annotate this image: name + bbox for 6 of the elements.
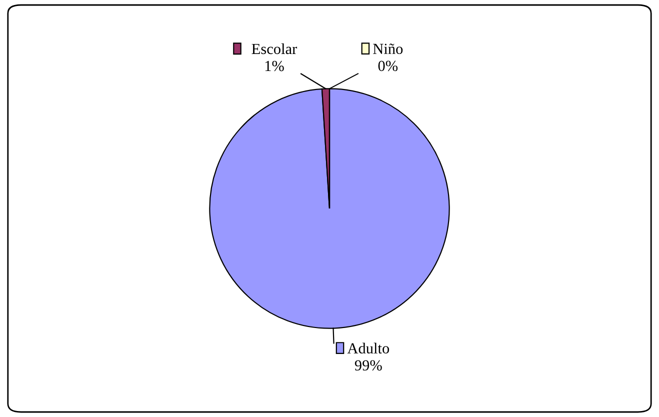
- legend-label: Niño: [373, 44, 403, 54]
- legend-label: Adulto: [347, 342, 390, 354]
- text: 0%: [378, 60, 398, 72]
- legend-label: Escolar: [252, 43, 298, 54]
- data-label: 99%: [354, 360, 382, 371]
- data-label: 1%: [265, 60, 284, 72]
